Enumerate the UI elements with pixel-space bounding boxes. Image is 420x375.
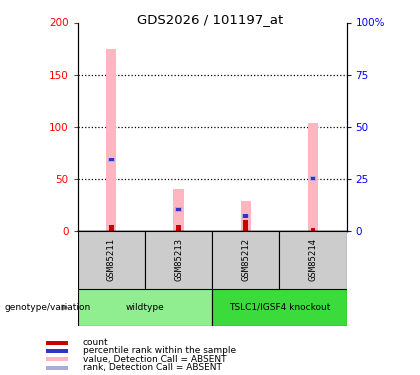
Text: count: count bbox=[83, 338, 108, 347]
Bar bbox=[279, 231, 346, 289]
Text: wildtype: wildtype bbox=[126, 303, 164, 312]
Text: percentile rank within the sample: percentile rank within the sample bbox=[83, 346, 236, 355]
Bar bbox=[46, 366, 68, 370]
Text: genotype/variation: genotype/variation bbox=[4, 303, 90, 312]
Bar bbox=[106, 48, 116, 231]
Bar bbox=[175, 207, 182, 212]
Text: rank, Detection Call = ABSENT: rank, Detection Call = ABSENT bbox=[83, 363, 221, 372]
Bar bbox=[108, 158, 115, 162]
Bar bbox=[310, 176, 316, 181]
Bar bbox=[109, 158, 114, 161]
Bar bbox=[78, 231, 145, 289]
Bar bbox=[46, 340, 68, 345]
Text: value, Detection Call = ABSENT: value, Detection Call = ABSENT bbox=[83, 355, 226, 364]
Bar bbox=[212, 289, 346, 326]
Text: GDS2026 / 101197_at: GDS2026 / 101197_at bbox=[137, 13, 283, 26]
Bar bbox=[242, 214, 249, 218]
Bar bbox=[46, 357, 68, 361]
Bar bbox=[78, 289, 212, 326]
Bar bbox=[173, 189, 184, 231]
Bar bbox=[308, 123, 318, 231]
Text: TSLC1/IGSF4 knockout: TSLC1/IGSF4 knockout bbox=[228, 303, 330, 312]
Text: GSM85212: GSM85212 bbox=[241, 238, 250, 281]
Text: GSM85213: GSM85213 bbox=[174, 238, 183, 281]
Bar bbox=[243, 220, 248, 231]
Text: GSM85214: GSM85214 bbox=[308, 238, 318, 281]
Bar bbox=[109, 225, 114, 231]
Bar bbox=[145, 231, 212, 289]
Bar bbox=[176, 208, 181, 212]
Bar bbox=[310, 228, 315, 231]
Bar bbox=[243, 214, 248, 217]
Text: GSM85211: GSM85211 bbox=[107, 238, 116, 281]
Bar bbox=[176, 225, 181, 231]
Bar bbox=[241, 201, 251, 231]
Bar bbox=[46, 349, 68, 353]
Bar bbox=[310, 177, 315, 180]
Bar bbox=[212, 231, 279, 289]
